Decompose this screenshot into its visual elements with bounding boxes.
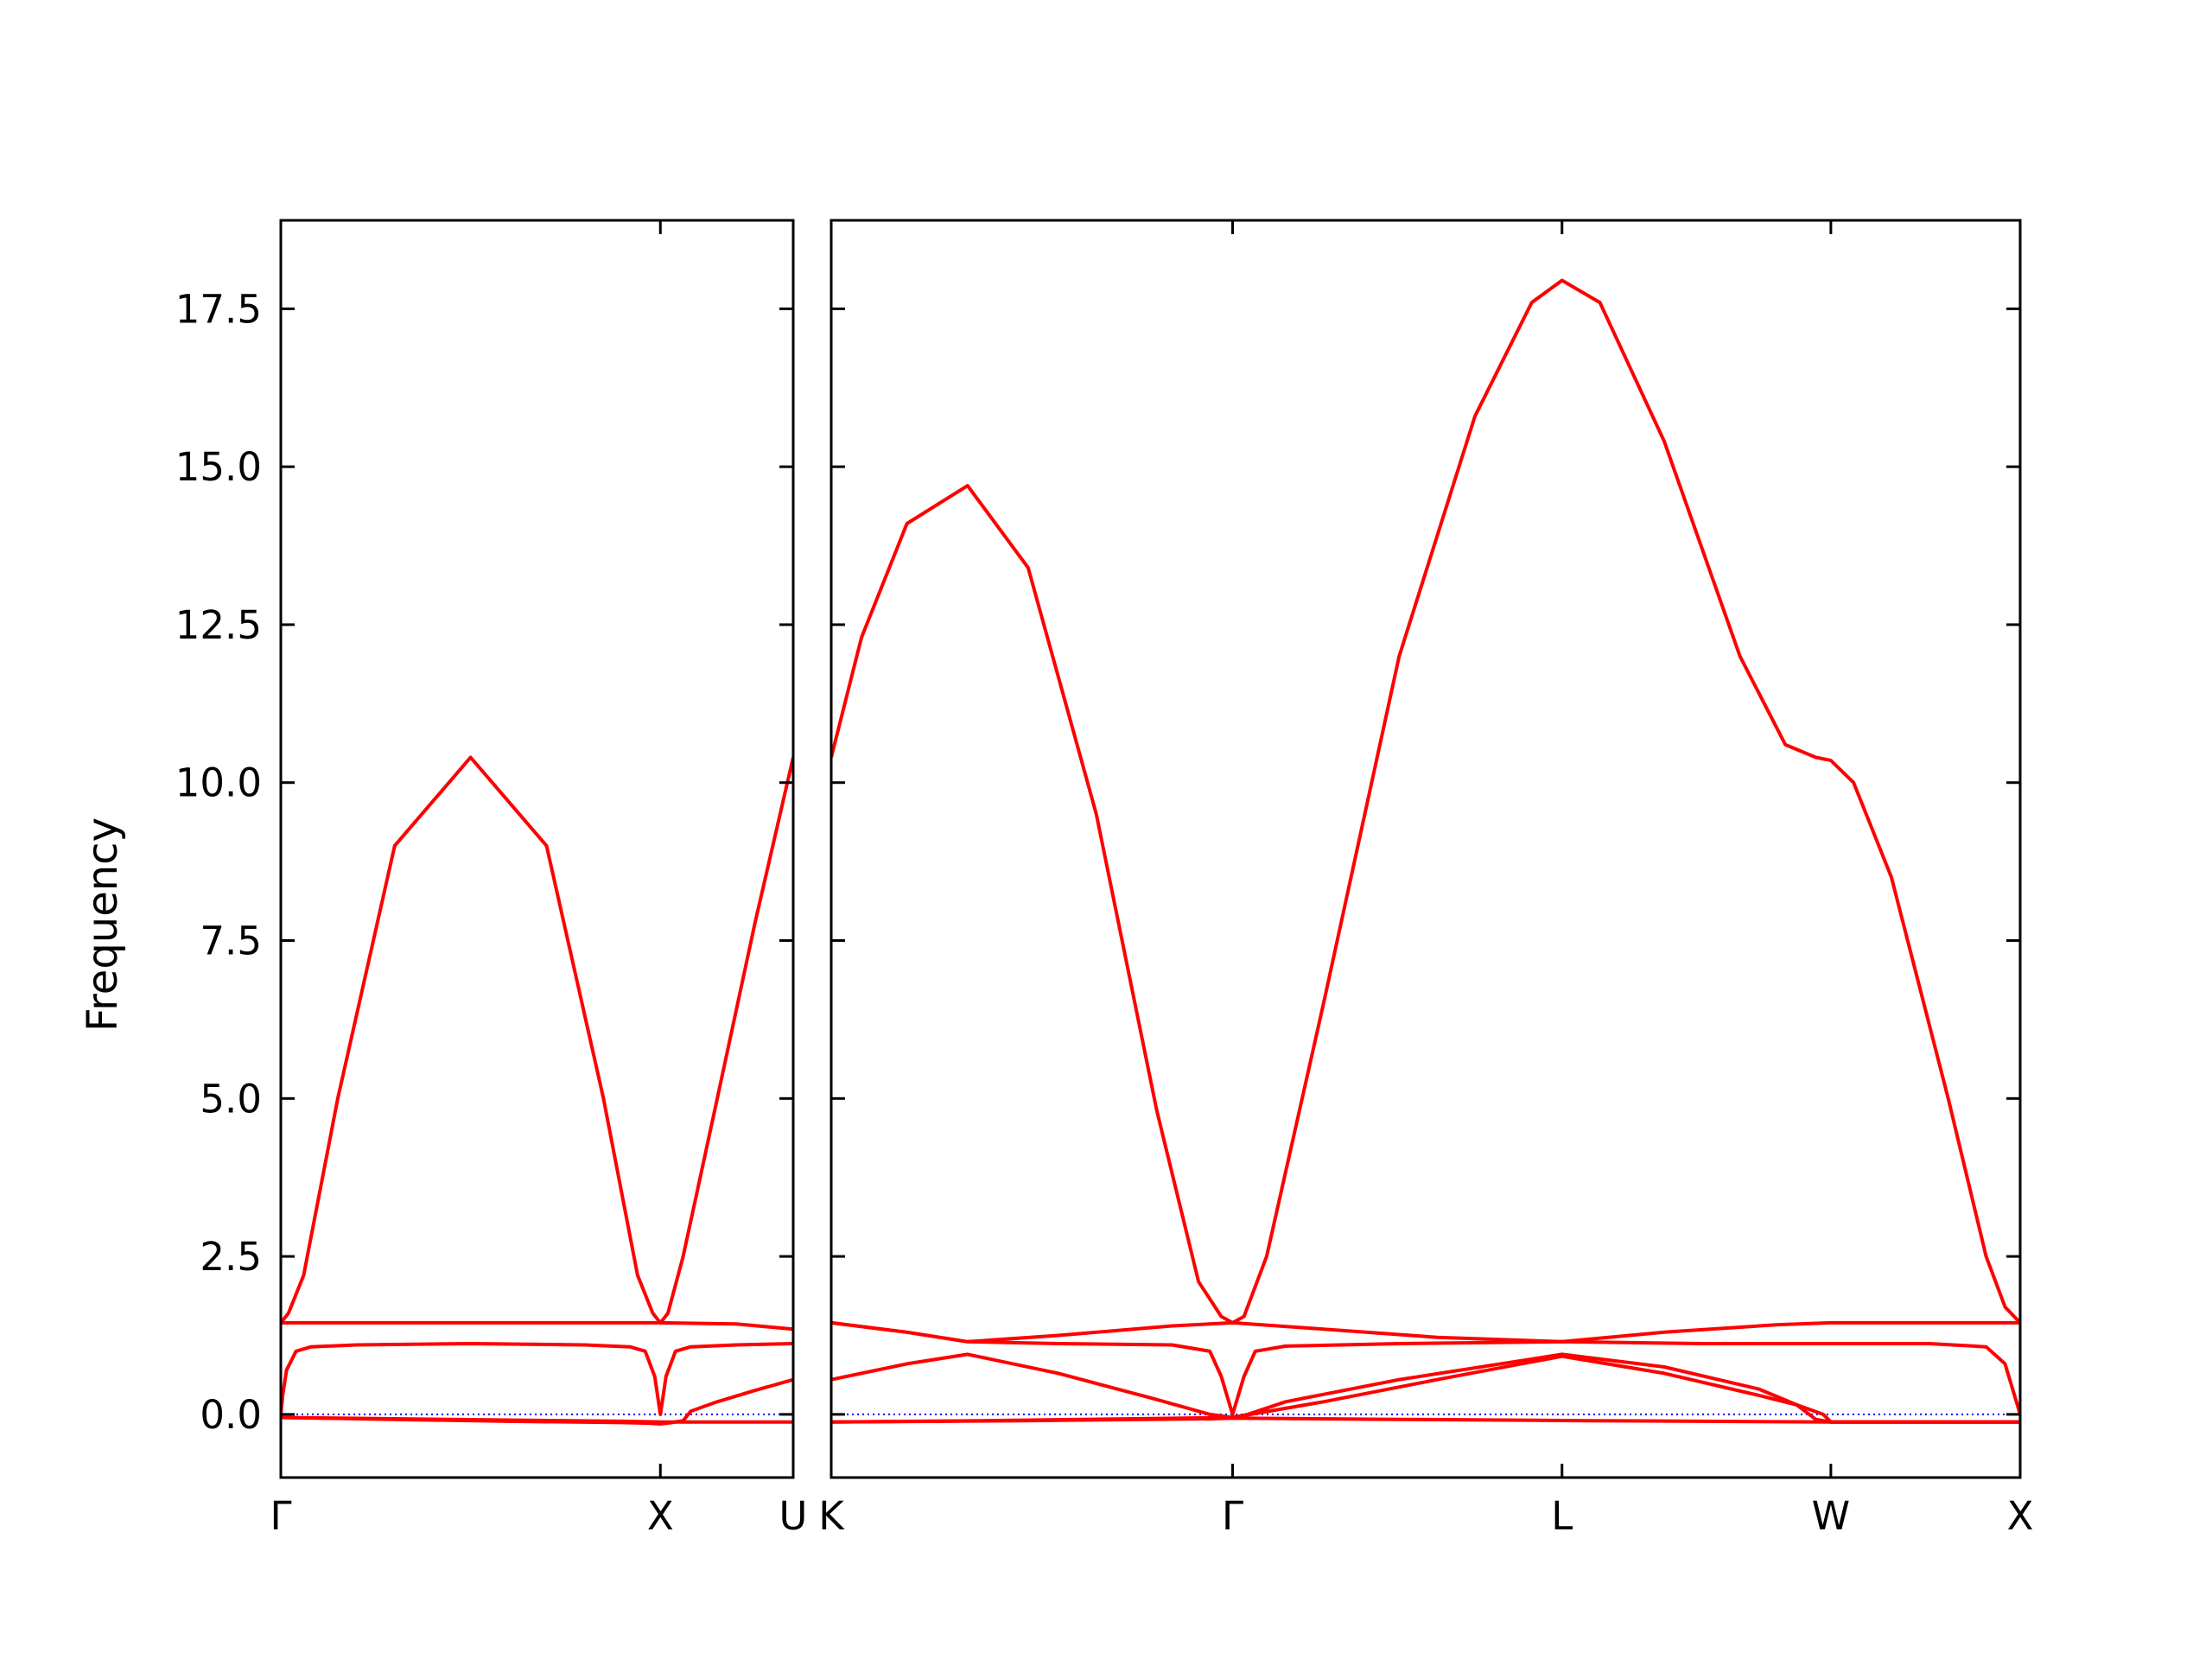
y-tick-label: 7.5: [200, 918, 262, 964]
y-tick-label: 5.0: [200, 1076, 262, 1122]
panel-frame-1: [830, 219, 2022, 1479]
y-tick-label: 17.5: [175, 286, 262, 332]
band-line-1-1: [831, 1320, 2020, 1344]
y-tick-label: 15.0: [175, 444, 262, 490]
y-tick-label: 12.5: [175, 602, 262, 648]
y-tick-label: 0.0: [200, 1392, 262, 1438]
band-line-1-4: [831, 1354, 2020, 1424]
x-tick-label: X: [2007, 1493, 2034, 1539]
panel-frame-0: [279, 219, 795, 1479]
band-line-1-5: [831, 1416, 2020, 1424]
x-tick-label: L: [1551, 1493, 1573, 1539]
band-line-1-0: [831, 278, 2020, 1325]
band-line-1-3: [831, 1352, 2020, 1424]
x-tick-label: Γ: [270, 1493, 291, 1539]
band-line-0-1: [281, 1320, 793, 1332]
y-tick-label: 10.0: [175, 760, 262, 806]
x-tick-label: X: [647, 1493, 674, 1539]
band-line-1-2: [831, 1320, 2020, 1416]
y-tick-label: 2.5: [200, 1234, 262, 1280]
x-tick-label: U: [779, 1493, 808, 1539]
x-tick-label: K: [818, 1493, 845, 1539]
band-line-0-4: [281, 1415, 793, 1424]
x-tick-label: Γ: [1222, 1493, 1243, 1539]
y-axis-label: Frequency: [79, 817, 127, 1032]
band-line-0-0: [281, 755, 793, 1325]
band-line-0-2: [281, 1342, 793, 1416]
x-tick-label: W: [1812, 1493, 1851, 1539]
